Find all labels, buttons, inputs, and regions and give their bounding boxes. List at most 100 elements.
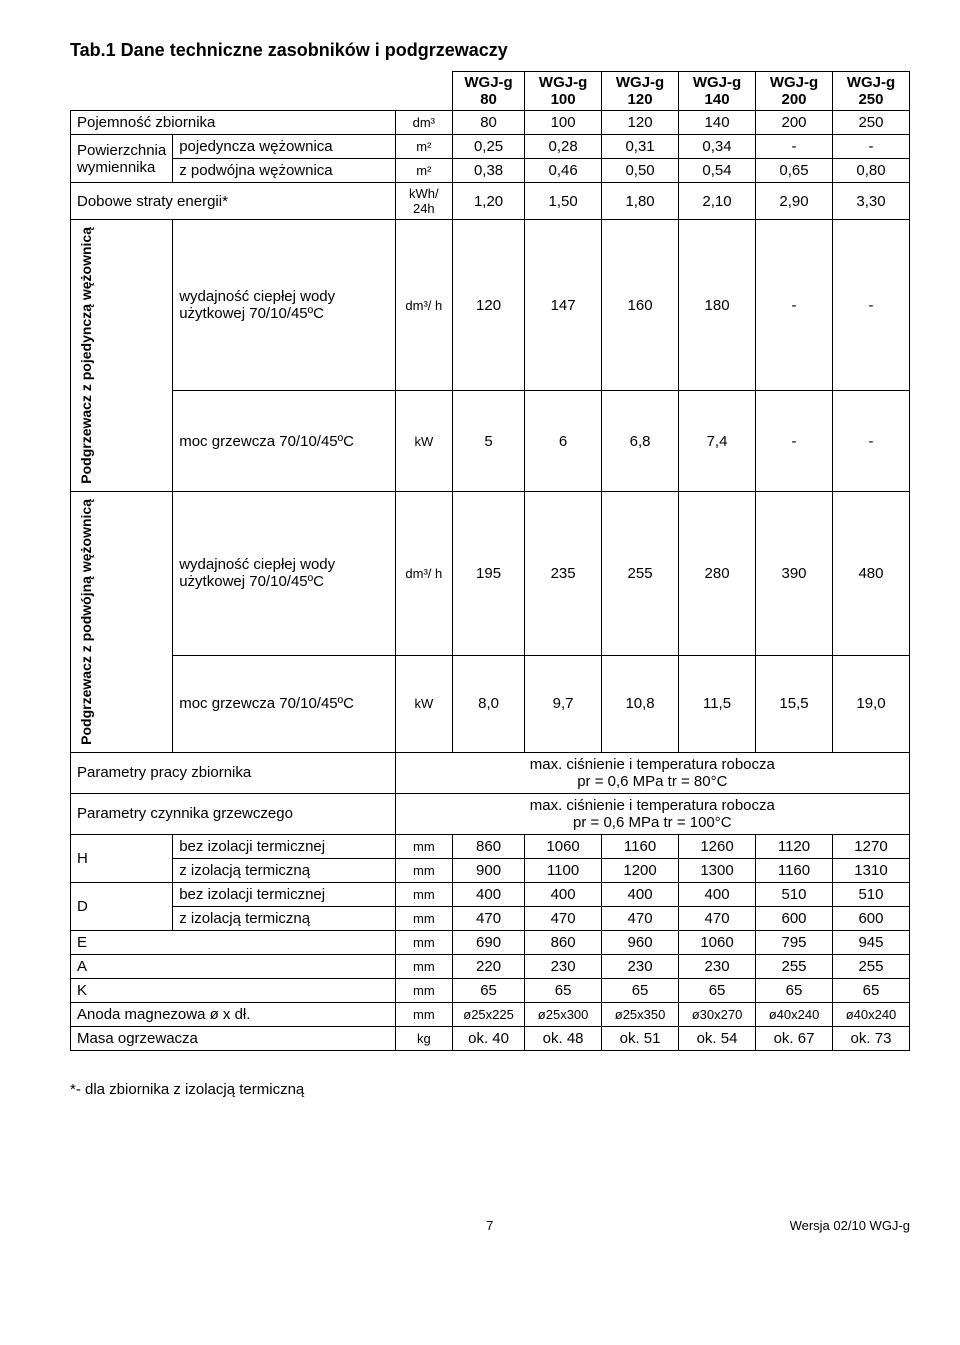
cell: 230 [602, 954, 679, 978]
cell: 160 [602, 220, 679, 391]
cell: 945 [832, 930, 909, 954]
cell: 6,8 [602, 391, 679, 491]
cell: 0,46 [525, 159, 602, 183]
unit: mm [395, 930, 452, 954]
row-group: D [71, 882, 173, 930]
cell: 510 [832, 882, 909, 906]
row-label: bez izolacji termicznej [173, 882, 395, 906]
cell: - [756, 135, 833, 159]
col-hdr: WGJ-g 80 [453, 72, 525, 111]
cell: 120 [453, 220, 525, 391]
data-table: WGJ-g 80 WGJ-g 100 WGJ-g 120 WGJ-g 140 W… [70, 71, 910, 1051]
cell: 5 [453, 391, 525, 491]
cell: 1100 [525, 858, 602, 882]
cell: 1,80 [602, 183, 679, 220]
cell: 795 [756, 930, 833, 954]
cell: 280 [679, 491, 756, 656]
cell: 400 [453, 882, 525, 906]
cell: 0,28 [525, 135, 602, 159]
row-label: moc grzewcza 70/10/45ºC [173, 656, 395, 752]
cell: 1160 [602, 834, 679, 858]
cell: 255 [602, 491, 679, 656]
cell: 7,4 [679, 391, 756, 491]
cell: 230 [679, 954, 756, 978]
cell: 3,30 [832, 183, 909, 220]
cell: 250 [832, 111, 909, 135]
cell: 180 [679, 220, 756, 391]
cell: 65 [602, 978, 679, 1002]
cell: 0,31 [602, 135, 679, 159]
row-label: moc grzewcza 70/10/45ºC [173, 391, 395, 491]
cell: 1260 [679, 834, 756, 858]
cell: 11,5 [679, 656, 756, 752]
unit: dm³/ h [395, 491, 452, 656]
page-footer: 7 Wersja 02/10 WGJ-g [70, 1218, 910, 1233]
cell: 1,50 [525, 183, 602, 220]
unit: mm [395, 858, 452, 882]
cell: 220 [453, 954, 525, 978]
cell: 510 [756, 882, 833, 906]
row-label: Masa ogrzewacza [71, 1026, 396, 1050]
cell: 400 [679, 882, 756, 906]
cell: ok. 67 [756, 1026, 833, 1050]
cell: - [832, 220, 909, 391]
cell: - [756, 391, 833, 491]
vgroup-label: Podgrzewacz z podwójną wężownicą [77, 495, 96, 749]
cell: 400 [602, 882, 679, 906]
cell: 0,34 [679, 135, 756, 159]
cell: 235 [525, 491, 602, 656]
cell: 480 [832, 491, 909, 656]
row-label: bez izolacji termicznej [173, 834, 395, 858]
cell: ø30x270 [679, 1002, 756, 1026]
col-hdr: WGJ-g 100 [525, 72, 602, 111]
cell: 470 [679, 906, 756, 930]
cell: 255 [832, 954, 909, 978]
footnote: *- dla zbiornika z izolacją termiczną [70, 1081, 910, 1098]
cell: 140 [679, 111, 756, 135]
cell: 200 [756, 111, 833, 135]
cell: 1200 [602, 858, 679, 882]
param-text: max. ciśnienie i temperatura robocza pr … [395, 793, 909, 834]
vgroup-label: Podgrzewacz z pojedynczą wężownicą [77, 223, 96, 488]
cell: 1270 [832, 834, 909, 858]
cell: 1120 [756, 834, 833, 858]
cell: 1,20 [453, 183, 525, 220]
cell: 0,38 [453, 159, 525, 183]
row-group: Powierzchnia wymiennika [71, 135, 173, 183]
row-label: K [71, 978, 396, 1002]
cell: 195 [453, 491, 525, 656]
cell: 65 [525, 978, 602, 1002]
cell: 1060 [525, 834, 602, 858]
unit: kWh/ 24h [395, 183, 452, 220]
cell: 8,0 [453, 656, 525, 752]
cell: 0,54 [679, 159, 756, 183]
cell: 470 [525, 906, 602, 930]
cell: ok. 54 [679, 1026, 756, 1050]
cell: 19,0 [832, 656, 909, 752]
cell: ok. 40 [453, 1026, 525, 1050]
cell: 960 [602, 930, 679, 954]
row-group: H [71, 834, 173, 882]
cell: 255 [756, 954, 833, 978]
cell: 120 [602, 111, 679, 135]
row-label: Anoda magnezowa ø x dł. [71, 1002, 396, 1026]
cell: 65 [756, 978, 833, 1002]
cell: 470 [602, 906, 679, 930]
cell: ok. 48 [525, 1026, 602, 1050]
col-hdr: WGJ-g 120 [602, 72, 679, 111]
col-hdr: WGJ-g 140 [679, 72, 756, 111]
cell: 690 [453, 930, 525, 954]
cell: 65 [832, 978, 909, 1002]
cell: 860 [525, 930, 602, 954]
cell: 470 [453, 906, 525, 930]
cell: 600 [756, 906, 833, 930]
unit: m² [395, 159, 452, 183]
cell: 100 [525, 111, 602, 135]
cell: 1060 [679, 930, 756, 954]
row-label: z izolacją termiczną [173, 858, 395, 882]
cell: 6 [525, 391, 602, 491]
cell: 390 [756, 491, 833, 656]
unit: mm [395, 906, 452, 930]
unit: dm³ [395, 111, 452, 135]
cell: 15,5 [756, 656, 833, 752]
